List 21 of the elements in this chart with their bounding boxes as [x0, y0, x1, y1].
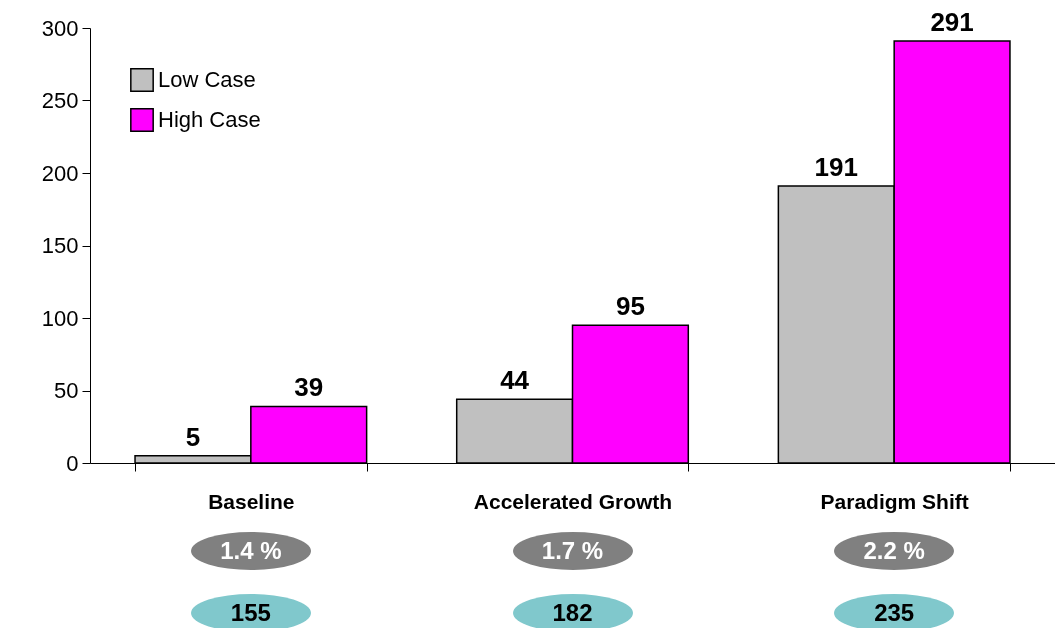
y-tick-label: 100 [41, 305, 79, 331]
oval-badge: 182 [512, 594, 633, 628]
data-label: 44 [500, 365, 530, 396]
x-tick-label: Baseline [208, 489, 295, 513]
data-label: 191 [814, 152, 858, 183]
y-tick-label: 150 [41, 233, 79, 258]
data-label: 291 [930, 7, 974, 38]
x-tick-label: Paradigm Shift [820, 489, 969, 513]
y-tick-label: 300 [41, 15, 79, 41]
data-label: 5 [185, 421, 201, 452]
y-tick-label: 50 [54, 378, 79, 403]
legend-label: High Case [158, 107, 261, 132]
x-tick-label: Accelerated Growth [473, 489, 673, 513]
data-label: 95 [615, 291, 645, 322]
y-tick-label: 200 [41, 160, 79, 186]
y-tick-label: 250 [41, 88, 79, 113]
data-label: 39 [294, 372, 324, 403]
y-tick-label: 0 [66, 450, 79, 476]
legend-label: Low Case [158, 67, 256, 92]
oval-badge: 155 [190, 594, 311, 628]
oval-badge: 235 [834, 594, 955, 628]
